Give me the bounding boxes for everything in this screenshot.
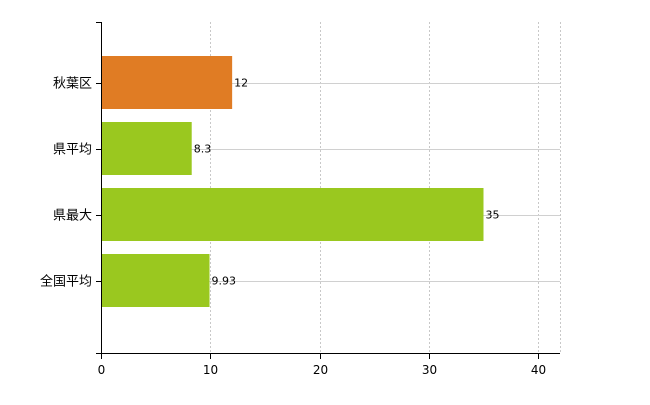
labels-layer: 12 秋葉区 8.3 県平均 35 県最大 9.93 全国平均 [40, 77, 500, 290]
category-label: 県平均 [53, 143, 92, 158]
data-label: 12 [234, 77, 248, 90]
category-label: 県最大 [53, 209, 92, 224]
category-label: 秋葉区 [53, 77, 92, 92]
bar [101, 254, 210, 307]
x-tick-label: 30 [422, 363, 437, 377]
data-label: 8.3 [194, 143, 212, 156]
bar [101, 56, 233, 109]
x-tick-label: 10 [203, 363, 218, 377]
x-tick-label: 20 [313, 363, 328, 377]
bar [101, 188, 484, 241]
bar [101, 122, 192, 175]
axes-layer: 0 10 20 30 40 [96, 22, 560, 377]
x-tick-label: 0 [98, 363, 106, 377]
data-label: 9.93 [212, 275, 237, 288]
bars-layer [101, 56, 484, 307]
category-label: 全国平均 [40, 274, 92, 290]
x-tick-label: 40 [531, 363, 546, 377]
data-label: 35 [486, 209, 500, 222]
